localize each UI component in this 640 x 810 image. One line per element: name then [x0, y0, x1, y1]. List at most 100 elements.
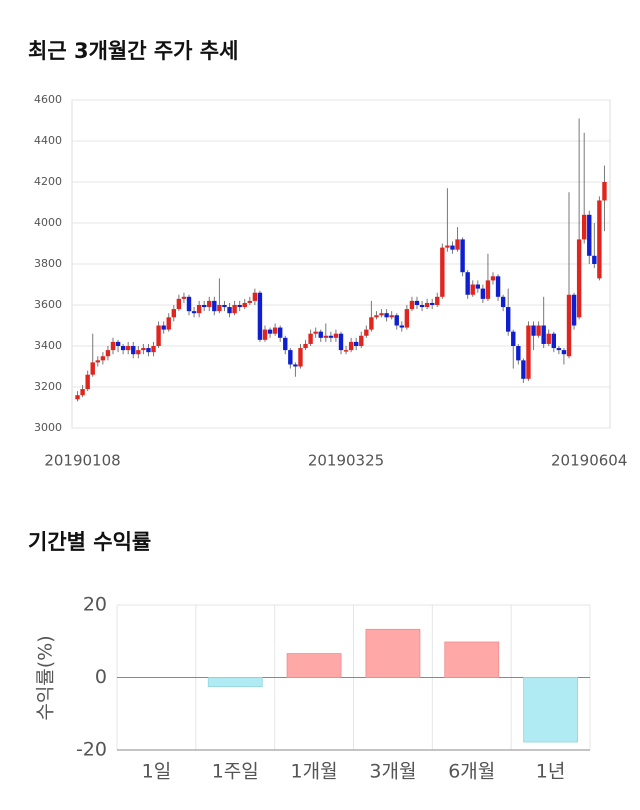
y-tick-label: 20: [83, 594, 107, 616]
candle-body: [232, 305, 237, 314]
candle-body: [166, 317, 171, 330]
candle-body: [308, 333, 313, 344]
candle-body: [440, 247, 445, 297]
return-chart-title: 기간별 수익률: [28, 530, 151, 554]
candle-body: [217, 305, 222, 312]
candle-body: [141, 348, 146, 351]
candle-body: [516, 346, 521, 361]
candle-body: [222, 305, 227, 308]
y-tick-label: 3400: [34, 339, 62, 352]
x-tick-label: 1주일: [212, 761, 259, 783]
candle-body: [359, 335, 364, 346]
candle-body: [257, 292, 263, 340]
candle-body: [267, 329, 273, 334]
bar: [286, 653, 342, 678]
candle-body: [247, 300, 252, 303]
candle-body: [435, 296, 440, 305]
y-tick-label: -20: [76, 739, 107, 761]
candle-body: [90, 362, 95, 375]
candle-body: [126, 346, 131, 351]
candle-body: [176, 298, 182, 310]
candle-body: [445, 245, 450, 248]
candle-body: [105, 350, 111, 357]
candle-body: [592, 255, 597, 264]
candle-body: [541, 325, 546, 344]
y-tick-label: 4400: [34, 134, 62, 147]
candle-body: [364, 329, 369, 336]
candle-body: [328, 335, 334, 338]
candle-body: [511, 331, 516, 346]
x-tick-label: 20190108: [44, 452, 120, 470]
candle-body: [455, 239, 460, 250]
candle-body: [409, 300, 415, 310]
candle-body: [374, 315, 379, 318]
candle-body: [576, 239, 582, 318]
y-axis-label: 수익률(%): [35, 635, 57, 720]
candle-body: [582, 214, 587, 240]
y-tick-label: 4600: [34, 93, 62, 106]
candle-body: [587, 214, 592, 256]
candle-body: [571, 294, 577, 326]
candle-body: [399, 325, 404, 328]
candle-body: [120, 346, 126, 351]
candle-body: [536, 325, 541, 336]
candle-body: [191, 311, 197, 314]
candle-body: [394, 315, 399, 326]
x-tick-label: 3개월: [369, 761, 416, 783]
x-tick-label: 1년: [536, 761, 566, 783]
candle-body: [490, 276, 496, 281]
y-tick-label: 4200: [34, 175, 62, 188]
candle-body: [338, 333, 344, 351]
candle-body: [293, 364, 298, 367]
bar: [207, 677, 263, 687]
candle-body: [318, 331, 323, 338]
candle-body: [283, 337, 288, 351]
candle-body: [237, 305, 242, 308]
candle-body: [460, 239, 465, 273]
y-tick-label: 4000: [34, 216, 62, 229]
y-tick-label: 3600: [34, 298, 62, 311]
candle-body: [379, 313, 384, 316]
candle-body: [288, 350, 293, 365]
candle-body: [597, 200, 602, 279]
candle-body: [303, 343, 308, 349]
candle-body: [131, 346, 136, 355]
candle-body: [313, 331, 318, 334]
candle-body: [424, 302, 430, 308]
x-tick-label: 20190604: [551, 452, 627, 470]
candle-body: [470, 284, 475, 295]
bar: [444, 641, 500, 678]
candle-body: [196, 305, 202, 314]
candle-body: [414, 300, 420, 305]
bar: [365, 628, 421, 678]
candle-body: [602, 182, 607, 201]
candle-body: [242, 302, 247, 308]
candle-body: [171, 309, 176, 318]
candle-body: [136, 350, 141, 355]
candle-body: [146, 348, 151, 353]
candle-body: [384, 313, 389, 318]
x-tick-label: 1개월: [291, 761, 338, 783]
x-tick-label: 6개월: [448, 761, 495, 783]
candle-body: [186, 296, 192, 312]
candle-body: [556, 348, 562, 351]
candle-body: [500, 296, 506, 308]
candle-body: [430, 302, 435, 305]
candle-body: [389, 315, 394, 318]
candle-body: [521, 360, 526, 379]
candle-body: [546, 333, 551, 344]
candle-body: [404, 309, 410, 328]
bar: [523, 677, 578, 743]
candle-body: [272, 327, 278, 334]
candle-body: [561, 350, 567, 355]
candle-body: [207, 300, 212, 308]
candle-body: [348, 341, 354, 351]
candle-body: [156, 325, 161, 346]
candle-body: [110, 341, 116, 351]
candle-body: [531, 325, 536, 336]
x-tick-label: 1일: [142, 761, 172, 783]
candle-body: [100, 356, 106, 361]
candle-body: [227, 307, 232, 314]
x-tick-label: 20190325: [308, 452, 384, 470]
